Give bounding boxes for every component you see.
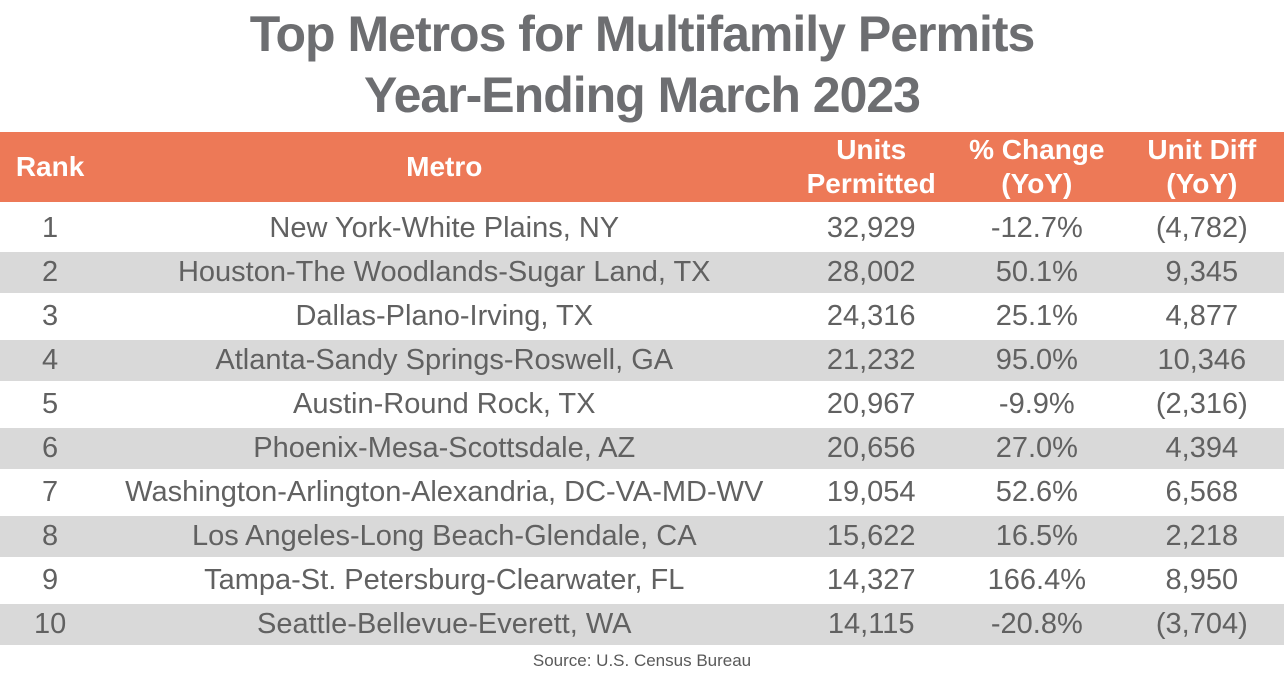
metro-cell: Atlanta-Sandy Springs-Roswell, GA [100, 338, 789, 384]
units-cell: 28,002 [788, 250, 954, 296]
metro-cell: Seattle-Bellevue-Everett, WA [100, 602, 789, 648]
page-title-line-2: Year-Ending March 2023 [363, 67, 921, 123]
units-cell: 14,115 [788, 602, 954, 648]
table-row: 5 Austin-Round Rock, TX 20,967 -9.9% (2,… [0, 382, 1284, 428]
table-row: 7 Washington-Arlington-Alexandria, DC-VA… [0, 470, 1284, 516]
metro-cell: Dallas-Plano-Irving, TX [100, 294, 789, 340]
rank-cell: 4 [0, 338, 101, 384]
column-header-pct-change: % Change (YoY) [954, 132, 1120, 208]
table-row: 6 Phoenix-Mesa-Scottsdale, AZ 20,656 27.… [0, 426, 1284, 472]
unit-diff-cell: 4,877 [1119, 294, 1284, 340]
pct-change-cell: 27.0% [954, 426, 1120, 472]
column-header-unit-diff: Unit Diff (YoY) [1119, 132, 1284, 208]
table-row: 2 Houston-The Woodlands-Sugar Land, TX 2… [0, 250, 1284, 296]
column-header-units-permitted: Units Permitted [788, 132, 954, 208]
unit-diff-cell: 8,950 [1119, 558, 1284, 604]
unit-diff-cell: 10,346 [1119, 338, 1284, 384]
rank-cell: 10 [0, 602, 101, 648]
pct-change-cell: 95.0% [954, 338, 1120, 384]
rank-cell: 2 [0, 250, 101, 296]
column-header-rank: Rank [0, 132, 101, 208]
unit-diff-cell: 2,218 [1119, 514, 1284, 560]
units-cell: 21,232 [788, 338, 954, 384]
rank-cell: 7 [0, 470, 101, 516]
rank-cell: 9 [0, 558, 101, 604]
table-row: 3 Dallas-Plano-Irving, TX 24,316 25.1% 4… [0, 294, 1284, 340]
unit-diff-cell: (2,316) [1119, 382, 1284, 428]
table-header-row: Rank Metro Units Permitted % Change (YoY… [0, 132, 1284, 208]
rank-cell: 3 [0, 294, 101, 340]
units-cell: 24,316 [788, 294, 954, 340]
metro-cell: Tampa-St. Petersburg-Clearwater, FL [100, 558, 789, 604]
unit-diff-cell: 6,568 [1119, 470, 1284, 516]
rank-cell: 5 [0, 382, 101, 428]
units-cell: 19,054 [788, 470, 954, 516]
metro-cell: Phoenix-Mesa-Scottsdale, AZ [100, 426, 789, 472]
metro-cell: Houston-The Woodlands-Sugar Land, TX [100, 250, 789, 296]
metro-cell: Washington-Arlington-Alexandria, DC-VA-M… [100, 470, 789, 516]
table-row: 8 Los Angeles-Long Beach-Glendale, CA 15… [0, 514, 1284, 560]
unit-diff-cell: 9,345 [1119, 250, 1284, 296]
page-title: Top Metros for Multifamily Permits Year-… [0, 0, 1284, 126]
pct-change-cell: -12.7% [954, 205, 1120, 252]
metros-table: Rank Metro Units Permitted % Change (YoY… [0, 132, 1284, 648]
unit-diff-cell: (3,704) [1119, 602, 1284, 648]
pct-change-cell: 52.6% [954, 470, 1120, 516]
pct-change-cell: 166.4% [954, 558, 1120, 604]
unit-diff-cell: 4,394 [1119, 426, 1284, 472]
column-header-metro: Metro [100, 132, 789, 208]
table-row: 4 Atlanta-Sandy Springs-Roswell, GA 21,2… [0, 338, 1284, 384]
table-row: 10 Seattle-Bellevue-Everett, WA 14,115 -… [0, 602, 1284, 648]
pct-change-cell: 25.1% [954, 294, 1120, 340]
table-row: 9 Tampa-St. Petersburg-Clearwater, FL 14… [0, 558, 1284, 604]
pct-change-cell: 50.1% [954, 250, 1120, 296]
units-cell: 20,967 [788, 382, 954, 428]
table-row: 1 New York-White Plains, NY 32,929 -12.7… [0, 205, 1284, 252]
source-note: Source: U.S. Census Bureau [532, 651, 752, 670]
units-cell: 14,327 [788, 558, 954, 604]
page-title-line-1: Top Metros for Multifamily Permits [249, 6, 1036, 62]
metro-cell: New York-White Plains, NY [100, 205, 789, 252]
rank-cell: 1 [0, 205, 101, 252]
unit-diff-cell: (4,782) [1119, 205, 1284, 252]
units-cell: 15,622 [788, 514, 954, 560]
pct-change-cell: -20.8% [954, 602, 1120, 648]
metro-cell: Austin-Round Rock, TX [100, 382, 789, 428]
metro-cell: Los Angeles-Long Beach-Glendale, CA [100, 514, 789, 560]
rank-cell: 6 [0, 426, 101, 472]
pct-change-cell: 16.5% [954, 514, 1120, 560]
pct-change-cell: -9.9% [954, 382, 1120, 428]
units-cell: 32,929 [788, 205, 954, 252]
units-cell: 20,656 [788, 426, 954, 472]
rank-cell: 8 [0, 514, 101, 560]
